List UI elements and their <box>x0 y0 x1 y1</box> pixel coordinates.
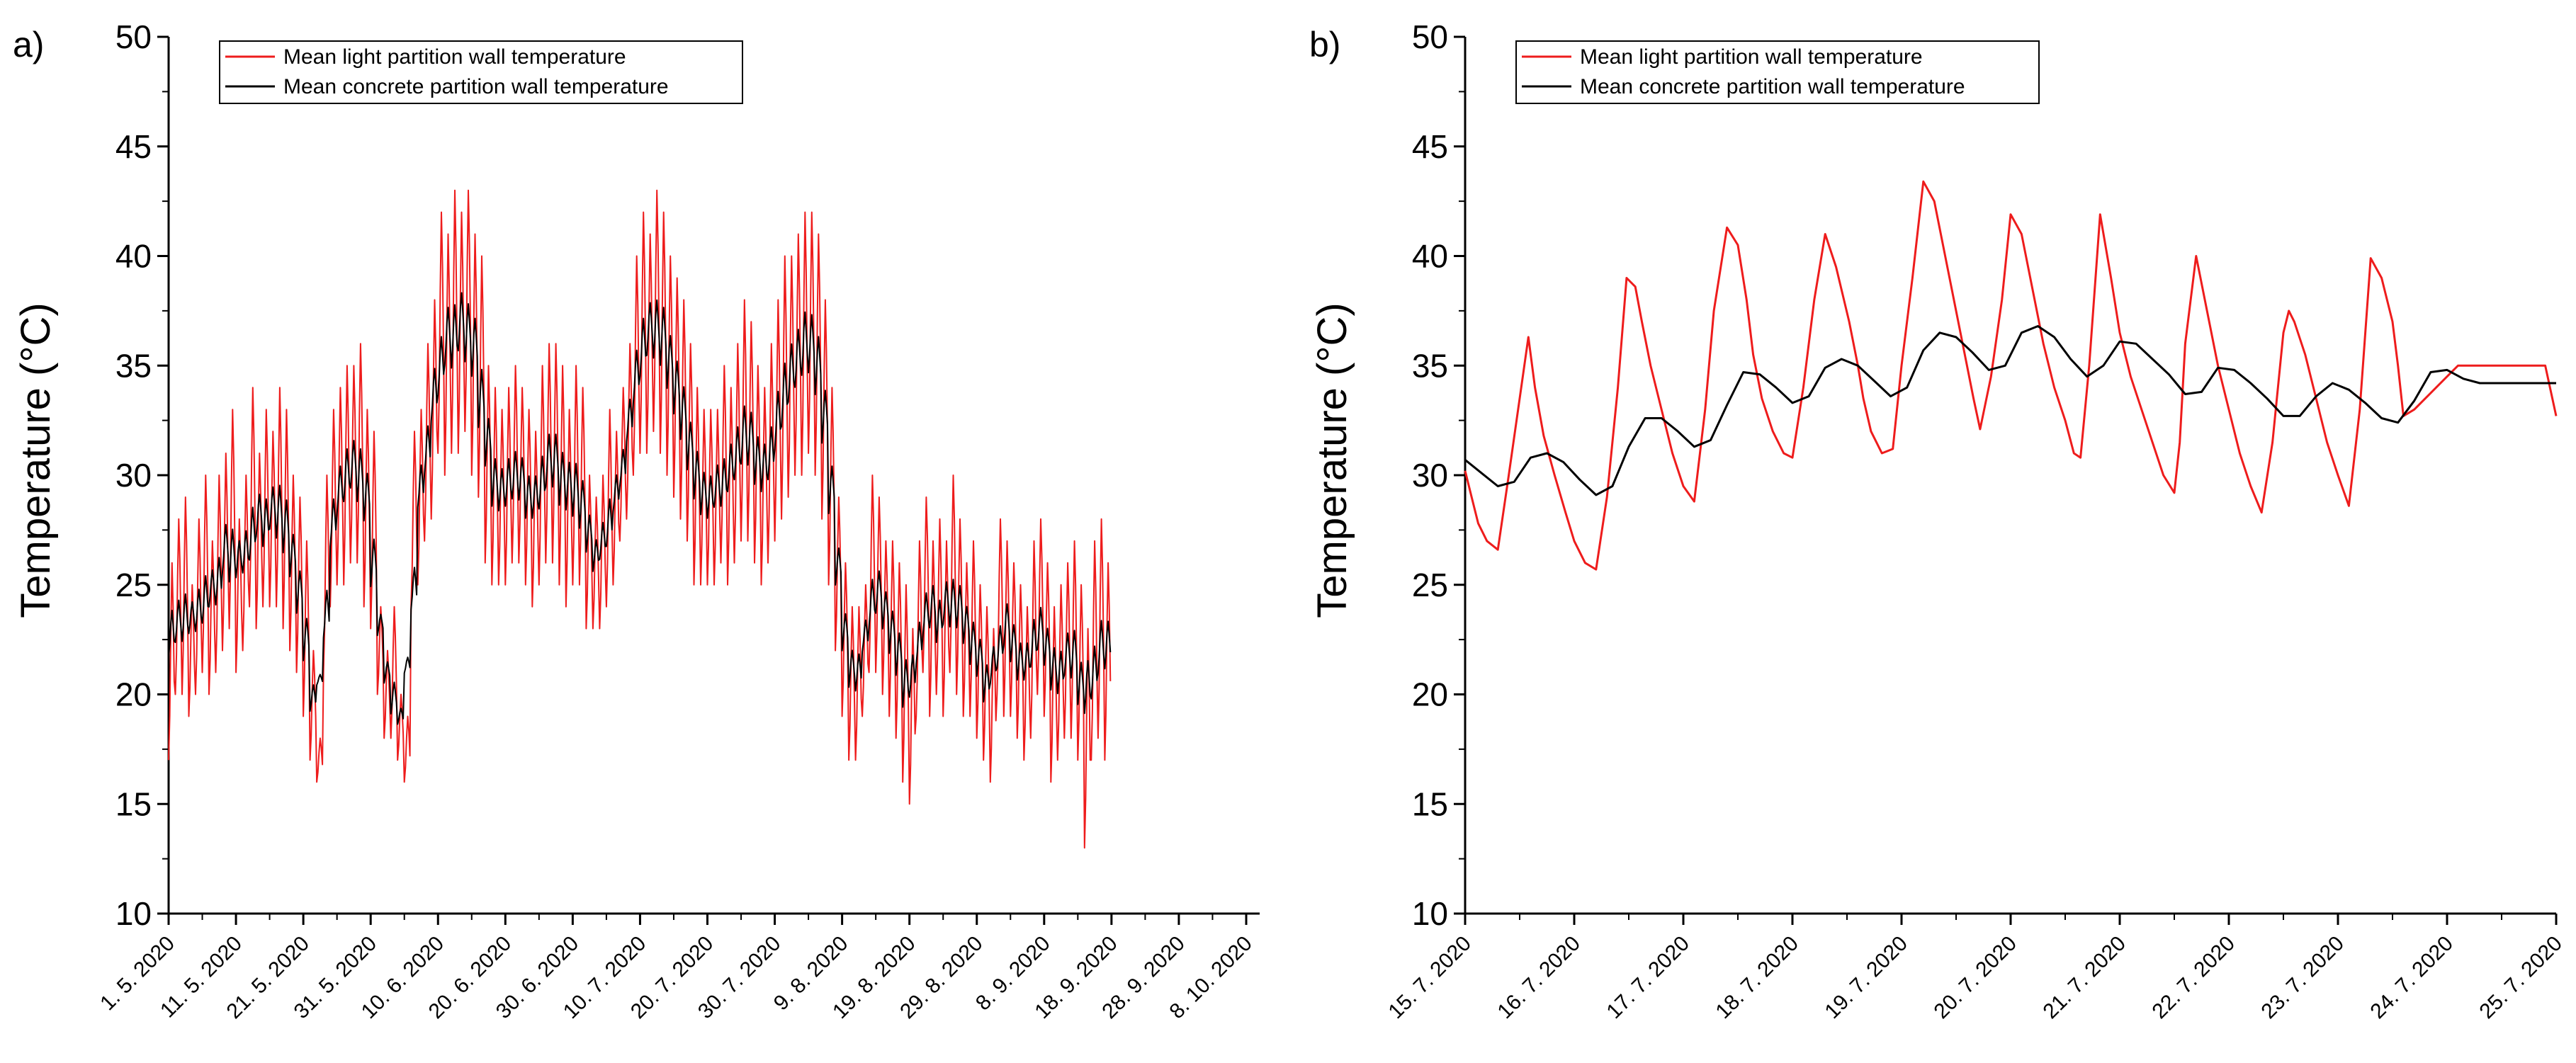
series-line-concrete-b <box>1464 325 2556 496</box>
x-tick-label-b: 20. 7. 2020 <box>1929 932 2021 1024</box>
plot-area-b: 10 15 20 25 30 35 40 45 50 15. 7. 2020 16. 7. 2020… <box>1384 18 2566 1023</box>
x-tick-label-b: 17. 7. 2020 <box>1602 932 1694 1024</box>
y-tick-label-b: 20 <box>1412 676 1448 713</box>
y-tick-label-a: 10 <box>115 895 152 932</box>
legend-a: Mean light partition wall temperature Me… <box>219 40 743 104</box>
x-tick-label-b: 24. 7. 2020 <box>2366 932 2458 1024</box>
y-tick-label-b: 30 <box>1412 457 1448 494</box>
series-line-concrete-a <box>168 292 1112 725</box>
y-tick-label-b: 10 <box>1412 895 1448 932</box>
legend-label-light-b: Mean light partition wall temperature <box>1580 45 1923 69</box>
legend-box-b <box>1515 40 2040 104</box>
x-tick-label-b: 22. 7. 2020 <box>2147 932 2239 1024</box>
x-tick-label-b: 15. 7. 2020 <box>1384 932 1475 1024</box>
legend-label-concrete-b: Mean concrete partition wall temperature <box>1580 75 1965 98</box>
x-tick-label-b: 16. 7. 2020 <box>1493 932 1585 1024</box>
y-tick-label-a: 20 <box>115 676 152 713</box>
x-tick-label-b: 25. 7. 2020 <box>2475 932 2567 1024</box>
y-axis-title-b: Temperature (°C) <box>1309 302 1355 618</box>
y-tick-label-a: 35 <box>115 347 152 384</box>
y-tick-label-b: 50 <box>1412 18 1448 55</box>
y-tick-label-a: 50 <box>115 18 152 55</box>
y-tick-label-a: 30 <box>115 457 152 494</box>
y-tick-label-b: 40 <box>1412 238 1448 275</box>
legend-b: Mean light partition wall temperature Me… <box>1515 40 2040 104</box>
y-tick-label-a: 45 <box>115 128 152 165</box>
chart-panel-a: a) Temperature (°C) 1015202530354045501.… <box>13 18 1260 1023</box>
y-tick-label-b: 15 <box>1412 785 1448 822</box>
y-tick-label-b: 35 <box>1412 347 1448 384</box>
y-tick-label-a: 40 <box>115 238 152 275</box>
panel-label-a: a) <box>13 25 44 64</box>
y-tick-label-b: 25 <box>1412 567 1448 603</box>
x-tick-label-b: 19. 7. 2020 <box>1820 932 1912 1024</box>
legend-box-a <box>219 40 743 104</box>
legend-label-light-a: Mean light partition wall temperature <box>283 45 626 69</box>
y-axis-title-a: Temperature (°C) <box>13 302 59 618</box>
legend-label-concrete-a: Mean concrete partition wall temperature <box>283 75 669 98</box>
y-tick-label-b: 45 <box>1412 128 1448 165</box>
y-tick-label-a: 25 <box>115 567 152 603</box>
series-line-light-a <box>168 189 1112 849</box>
x-tick-label-b: 23. 7. 2020 <box>2256 932 2349 1024</box>
chart-panel-b: b) Temperature (°C) 10 15 20 25 30 35 40 45 50 15… <box>1309 18 2567 1023</box>
y-tick-label-a: 15 <box>115 785 152 822</box>
series-line-light-b <box>1464 180 2558 571</box>
panel-label-b: b) <box>1309 25 1340 64</box>
x-tick-label-b: 18. 7. 2020 <box>1711 932 1803 1024</box>
x-tick-label-b: 21. 7. 2020 <box>2038 932 2130 1024</box>
